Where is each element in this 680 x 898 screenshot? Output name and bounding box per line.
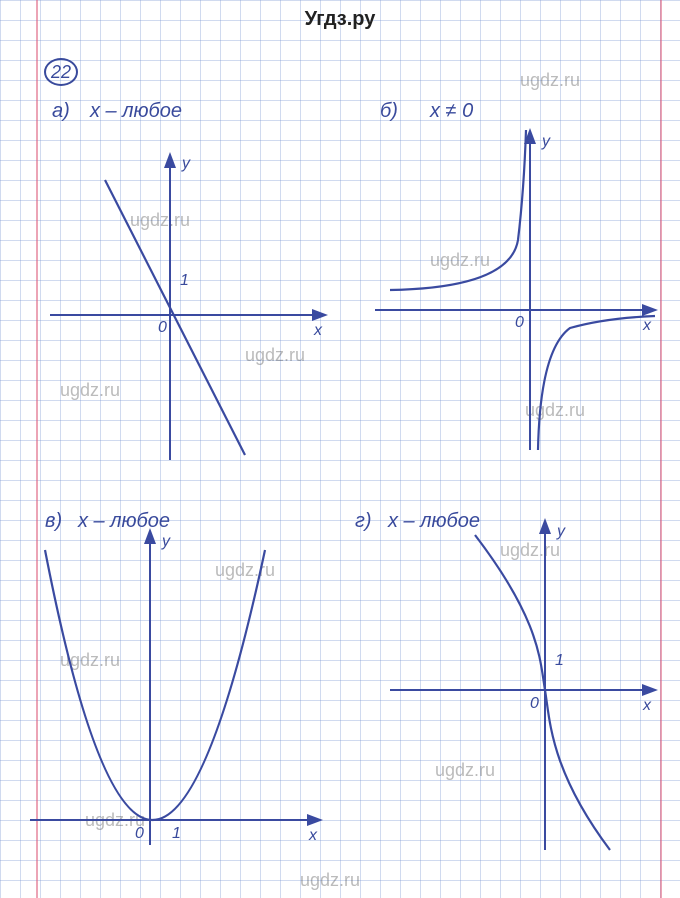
axis-y-label: y bbox=[556, 523, 566, 540]
axis-origin-label: 0 bbox=[135, 825, 144, 842]
axis-y-label: y bbox=[181, 155, 191, 172]
graph-a: 0 1 y x bbox=[30, 140, 330, 470]
problem-number: 22 bbox=[44, 58, 78, 86]
page-title: Угдз.ру bbox=[0, 8, 680, 31]
label-a-tag: а) bbox=[52, 100, 70, 123]
axis-y-label: y bbox=[541, 133, 551, 150]
axis-x-label: x bbox=[642, 317, 652, 334]
axis-one-label: 1 bbox=[180, 272, 189, 289]
axis-x-label: x bbox=[308, 827, 318, 844]
label-a-text: x – любое bbox=[90, 100, 182, 123]
graph-b-curve-upper bbox=[390, 130, 526, 290]
label-g-tag: г) bbox=[355, 510, 372, 533]
graph-a-curve bbox=[105, 180, 245, 455]
axis-x-label: x bbox=[313, 322, 323, 339]
axis-one-label: 1 bbox=[172, 825, 181, 842]
axis-origin-label: 0 bbox=[515, 314, 524, 331]
axis-x-label: x bbox=[642, 697, 652, 714]
axis-y-label: y bbox=[161, 533, 171, 550]
graph-g-curve bbox=[475, 535, 610, 850]
axis-origin-label: 0 bbox=[158, 319, 167, 336]
graph-b-curve-lower bbox=[538, 316, 655, 450]
axis-origin-label: 0 bbox=[530, 695, 539, 712]
axis-one-label: 1 bbox=[555, 652, 564, 669]
problem-number-text: 22 bbox=[51, 62, 71, 83]
graph-v-curve bbox=[45, 550, 265, 820]
graph-v: 0 1 y x bbox=[15, 520, 335, 860]
graph-g: 0 1 y x bbox=[375, 510, 665, 860]
graph-b: 0 y x bbox=[360, 120, 660, 460]
